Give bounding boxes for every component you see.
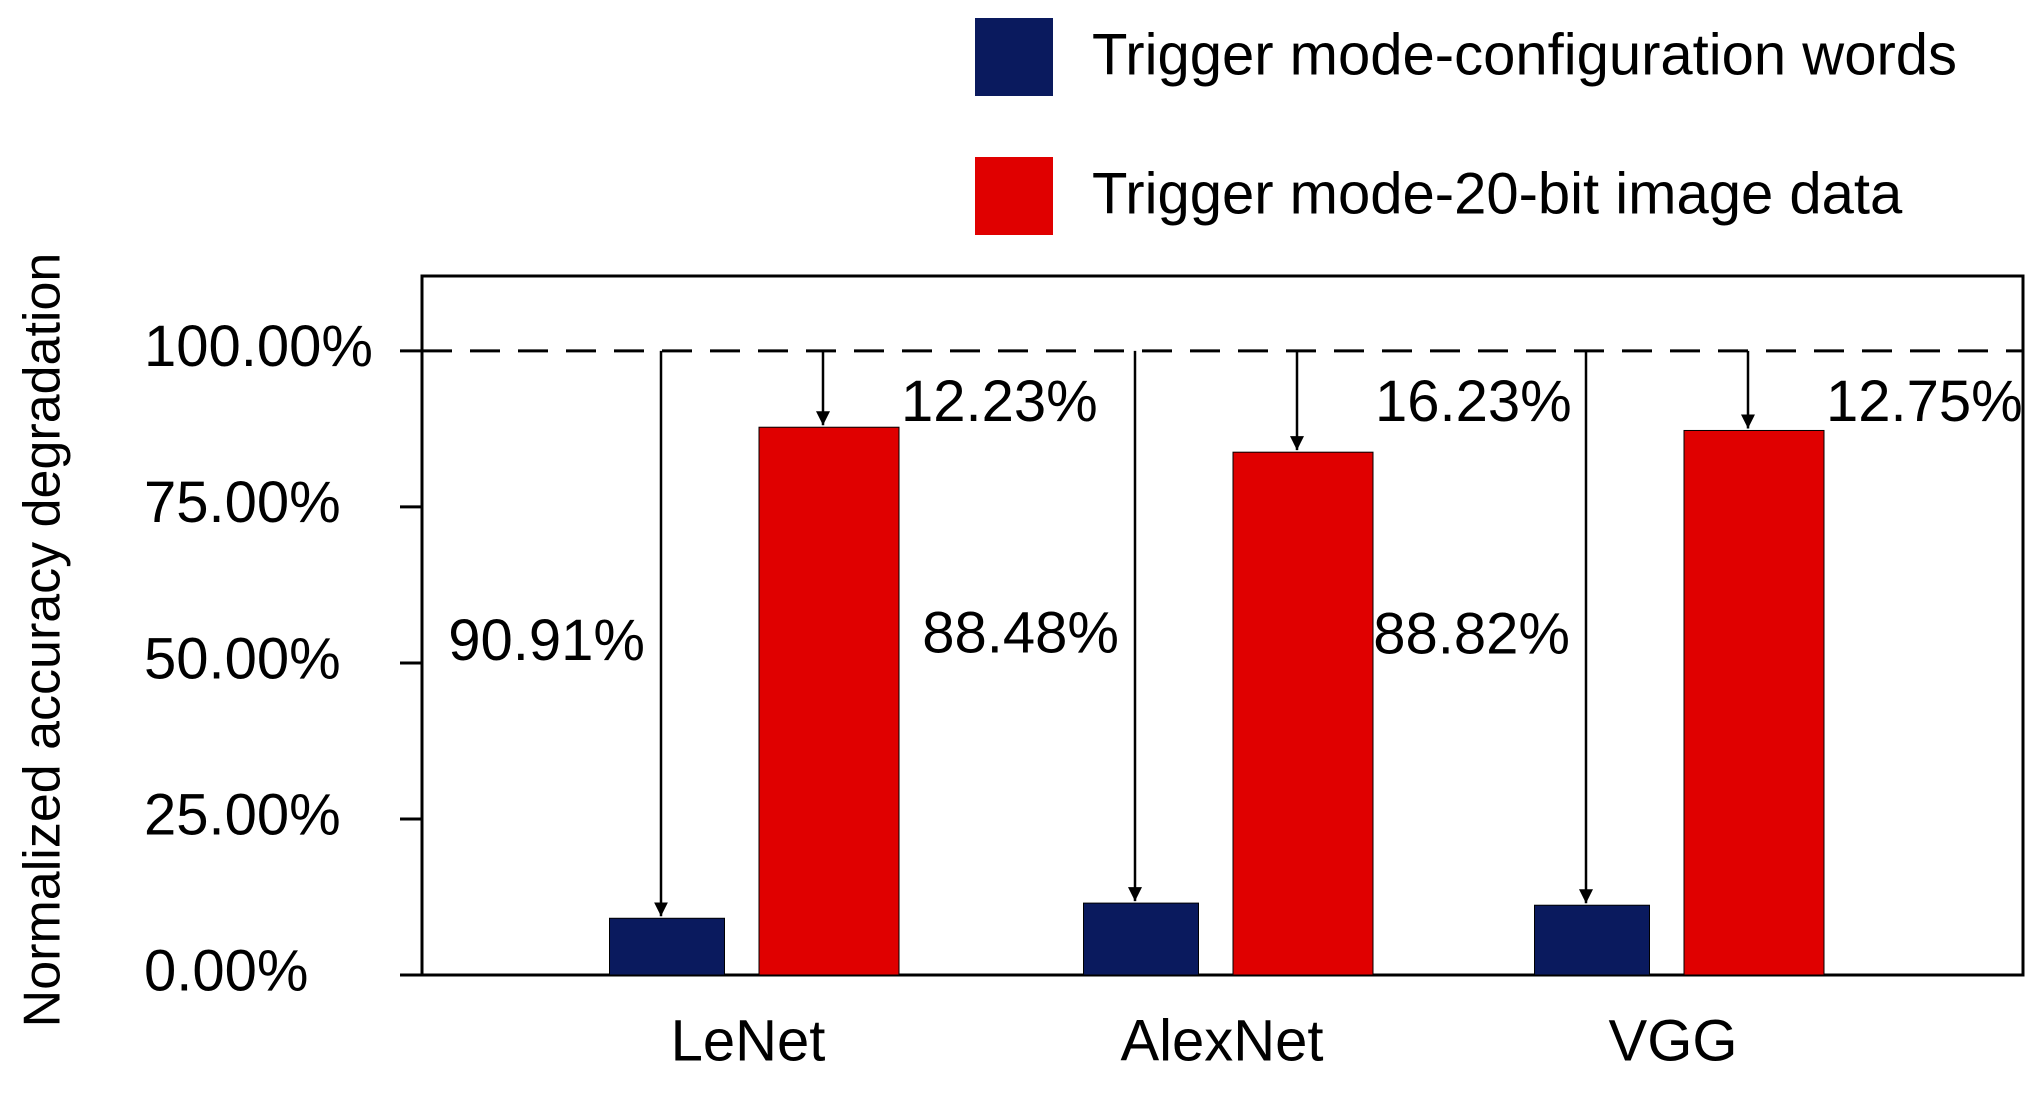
x-tick-label: AlexNet	[1120, 1008, 1323, 1073]
drop-label: 12.75%	[1826, 369, 2023, 434]
y-tick-label: 0.00%	[144, 938, 308, 1003]
legend-label: Trigger mode-20-bit image data	[1092, 161, 1903, 226]
bar	[609, 917, 725, 976]
bar	[1683, 429, 1825, 976]
drop-label: 16.23%	[1375, 369, 1572, 434]
plot-frame	[420, 274, 2025, 977]
y-tick-label: 50.00%	[144, 626, 341, 691]
legend-swatch	[975, 18, 1053, 96]
bar	[1083, 902, 1199, 976]
legend-label: Trigger mode-configuration words	[1092, 22, 1957, 87]
drop-label: 12.23%	[901, 369, 1098, 434]
legend-swatch	[975, 157, 1053, 235]
x-tick-label: VGG	[1609, 1008, 1738, 1073]
bar	[758, 426, 900, 976]
x-tick-label: LeNet	[671, 1008, 826, 1073]
bar	[1534, 904, 1650, 976]
y-tick-label: 25.00%	[144, 782, 341, 847]
bar	[1232, 451, 1374, 976]
drop-label: 88.82%	[1373, 601, 1570, 666]
y-tick-label: 100.00%	[144, 314, 373, 379]
y-tick-label: 75.00%	[144, 470, 341, 535]
drop-label: 90.91%	[448, 608, 645, 673]
y-axis-title: Normalized accuracy degradation	[14, 253, 72, 1028]
drop-label: 88.48%	[922, 600, 1119, 665]
